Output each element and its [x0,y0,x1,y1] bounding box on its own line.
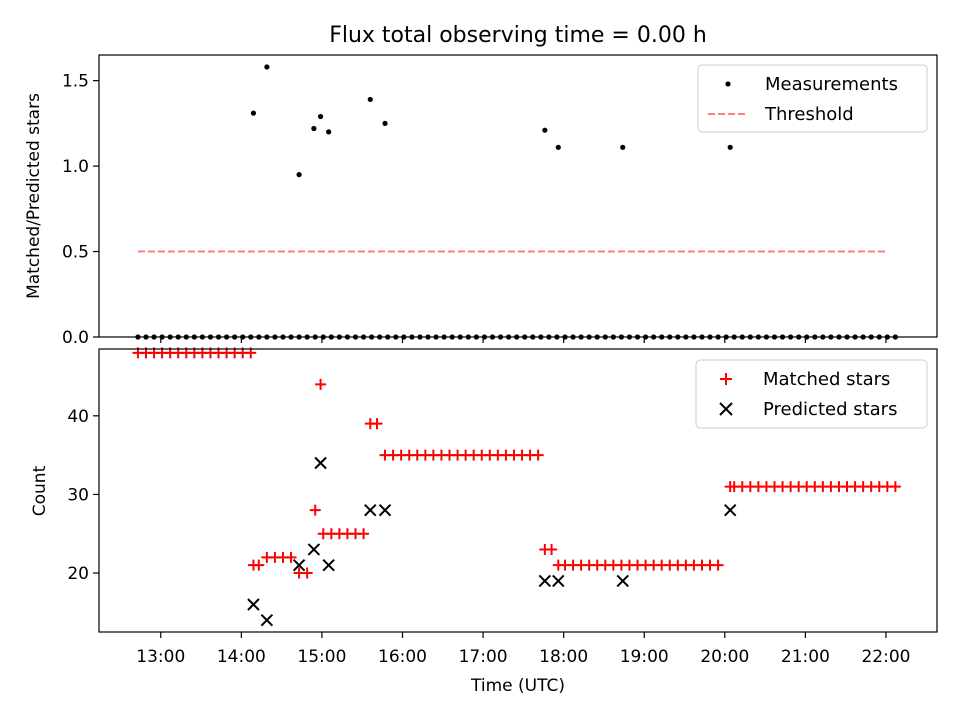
measurement-point [620,144,626,150]
top-legend-box [697,64,928,133]
predicted-star-point [260,614,274,627]
predicted-star-point [552,574,565,588]
matched-star-point [301,567,313,579]
legend-predicted-marker [719,402,733,416]
x-axis-label: Time (UTC) [470,676,565,696]
y-tick-label: 1.5 [62,72,89,92]
bottom-legend-box [695,359,928,429]
x-tick-label: 13:00 [136,647,185,667]
matched-star-point [285,551,297,563]
predicted-star-point [723,503,737,517]
bottom-legend: Matched stars Predicted stars [695,359,928,429]
matched-star-point [358,528,370,540]
x-tick-label: 18:00 [539,647,588,667]
matched-star-point [712,559,724,571]
measurement-point [367,96,373,103]
y-tick-label: 30 [67,485,89,505]
matched-star-point [309,504,321,516]
legend-threshold-label: Threshold [764,104,854,125]
predicted-star-point [247,598,260,611]
measurement-point [264,64,270,70]
top-y-axis: 0.0 0.5 1.0 1.5 [62,72,99,348]
measurement-point [326,129,332,135]
x-tick-label: 20:00 [700,647,749,667]
matched-star-point [889,481,901,493]
y-tick-label: 40 [67,407,89,427]
measurement-point [382,120,388,126]
bottom-axes-frame [98,348,938,633]
measurement-point [250,110,257,116]
predicted-star-point [364,503,377,517]
predicted-star-point [314,456,327,470]
bottom-y-axis-label: Count [30,465,50,516]
matched-star-point [546,543,558,555]
bottom-x-axis: 13:00 14:00 15:00 16:00 17:00 18:00 19:00 20:00… [136,632,910,667]
measurement-point [542,127,548,133]
top-legend: Measurements Threshold [697,64,928,133]
y-tick-label: 0.0 [62,328,89,348]
chart-title: Flux total observing time = 0.00 h [329,23,707,48]
measurement-point [296,172,302,178]
legend-matched-marker [720,373,732,385]
legend-matched-label: Matched stars [763,369,890,390]
x-tick-label: 17:00 [459,647,508,667]
matched-star-point [315,378,327,390]
predicted-star-point [538,574,552,588]
bottom-y-axis: 20 30 40 [67,407,99,584]
x-tick-label: 15:00 [297,647,346,667]
x-tick-label: 19:00 [620,647,669,667]
predicted-star-point [616,574,629,588]
measurement-point [317,113,324,120]
predicted-star-point [307,543,321,556]
x-tick-label: 14:00 [217,647,266,667]
legend-predicted-label: Predicted stars [763,399,897,420]
x-tick-label: 21:00 [781,647,830,667]
y-tick-label: 0.5 [62,243,89,263]
x-tick-label: 16:00 [378,647,427,667]
top-y-axis-label: Matched/Predicted stars [24,93,44,299]
top-axes-frame [98,54,938,338]
predicted-star-point [292,558,306,572]
top-x-axis-ticks [160,337,887,343]
predicted-star-point [322,558,335,572]
predicted-star-point [378,503,392,517]
measurement-point [555,144,561,150]
measurement-point [727,144,733,150]
legend-measurements-label: Measurements [765,74,898,95]
matched-star-point [253,559,265,571]
measurement-point [311,125,317,132]
x-tick-label: 22:00 [861,647,910,667]
matched-star-point [371,418,383,430]
matched-star-point [532,449,544,461]
y-tick-label: 20 [67,564,89,584]
y-tick-label: 1.0 [62,157,89,177]
legend-measurements-marker [725,81,731,87]
